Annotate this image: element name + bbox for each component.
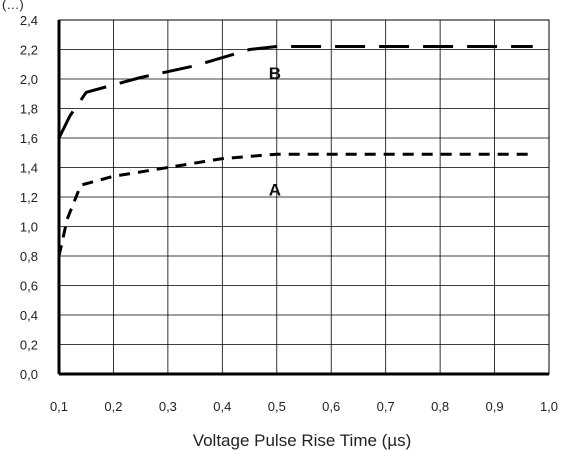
- x-tick-label-3: 0,4: [213, 399, 231, 414]
- y-tick-label-11: 2,2: [20, 43, 38, 58]
- y-tick-label-1: 0,2: [20, 338, 38, 353]
- x-tick-label-5: 0,6: [322, 399, 340, 414]
- x-tick-label-6: 0,7: [377, 399, 395, 414]
- x-tick-label-7: 0,8: [431, 399, 449, 414]
- y-axis-unit-fragment: (…): [2, 0, 24, 12]
- x-tick-label-8: 0,9: [486, 399, 504, 414]
- y-tick-label-12: 2,4: [20, 13, 38, 28]
- y-tick-label-2: 0,4: [20, 308, 38, 323]
- y-tick-label-7: 1,4: [20, 161, 38, 176]
- series-label-A: A: [269, 181, 281, 200]
- series-labels: AB: [269, 64, 281, 200]
- y-tick-label-8: 1,6: [20, 131, 38, 146]
- series-label-B: B: [269, 64, 281, 83]
- y-tick-label-3: 0,6: [20, 279, 38, 294]
- series-line-B: [57, 45, 533, 139]
- tick-labels: 0,0 0,2 0,4 0,6 0,8 1,0 1,2 1,4 1,6 1,8 2,0 2,2 2,4 0…: [20, 13, 558, 414]
- y-tick-label-0: 0,0: [20, 367, 38, 382]
- y-tick-label-4: 0,8: [20, 249, 38, 264]
- x-tick-label-4: 0,5: [268, 399, 286, 414]
- series-lines: [57, 45, 533, 257]
- y-tick-label-10: 2,0: [20, 72, 38, 87]
- x-tick-label-2: 0,3: [159, 399, 177, 414]
- x-tick-label-0: 0,1: [50, 399, 68, 414]
- y-tick-label-9: 1,8: [20, 102, 38, 117]
- y-tick-label-6: 1,2: [20, 190, 38, 205]
- x-tick-label-9: 1,0: [540, 399, 558, 414]
- series-line-A: [57, 152, 533, 257]
- x-axis-title: Voltage Pulse Rise Time (µs): [193, 431, 412, 450]
- y-tick-label-5: 1,0: [20, 220, 38, 235]
- x-tick-label-1: 0,2: [104, 399, 122, 414]
- plot-frame: [57, 19, 550, 376]
